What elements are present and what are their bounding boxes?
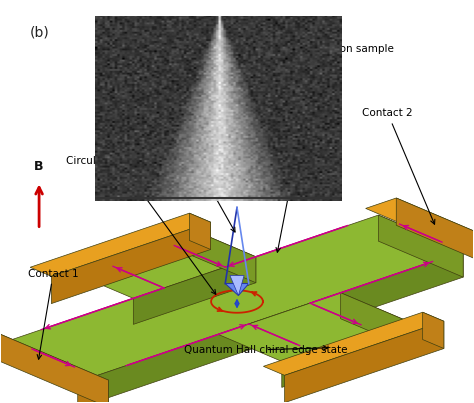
Text: Contact 1: Contact 1 [28,268,79,359]
Polygon shape [378,215,463,277]
Text: Circular polarization: Circular polarization [66,156,216,294]
Text: (b): (b) [30,25,49,39]
Polygon shape [365,198,474,255]
Polygon shape [96,251,463,402]
Text: Quantum Hall chiral edge state: Quantum Hall chiral edge state [183,345,347,355]
Polygon shape [78,380,109,403]
Text: Single heterojunction sample: Single heterojunction sample [241,44,393,252]
Polygon shape [282,320,404,387]
Polygon shape [0,333,109,391]
Polygon shape [11,215,463,376]
Polygon shape [396,198,474,272]
Polygon shape [70,230,256,298]
Polygon shape [423,312,444,349]
Polygon shape [218,293,404,361]
Polygon shape [0,333,109,403]
Text: (a): (a) [105,19,125,33]
Polygon shape [133,257,256,324]
Polygon shape [341,293,404,346]
Polygon shape [225,284,249,295]
Text: Contact 2: Contact 2 [363,108,435,224]
Polygon shape [51,222,210,303]
Polygon shape [190,213,210,249]
Polygon shape [264,312,444,375]
Polygon shape [284,321,444,403]
Text: B: B [34,160,44,173]
Polygon shape [30,213,210,276]
Polygon shape [192,230,256,283]
Text: NSOM probe tip: NSOM probe tip [116,88,235,232]
Polygon shape [230,276,244,295]
